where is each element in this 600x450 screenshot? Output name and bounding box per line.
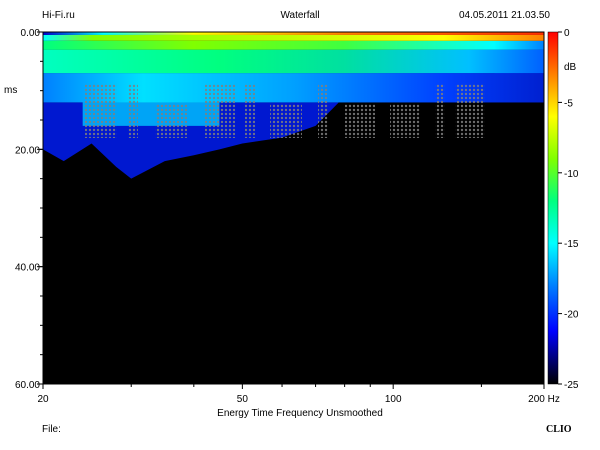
- x-tick-label: 50: [237, 394, 249, 405]
- watermark-glyph: [205, 84, 235, 138]
- energy-band-2: [43, 34, 544, 41]
- watermark-glyph: [318, 84, 328, 138]
- colorbar-tick-label: -20: [564, 310, 579, 321]
- clio-logo: CLIO: [546, 424, 572, 435]
- x-tick-label: 200 Hz: [528, 394, 560, 405]
- energy-band-1: [43, 32, 544, 35]
- y-tick-label: 0.00: [21, 28, 41, 39]
- energy-band-3: [43, 40, 544, 50]
- colorbar-tick-label: -5: [564, 98, 573, 109]
- x-tick-label: 100: [385, 394, 402, 405]
- watermark-glyph: [85, 84, 117, 138]
- x-tick-label: 20: [37, 394, 49, 405]
- header-timestamp: 04.05.2011 21.03.50: [458, 10, 550, 21]
- watermark-glyph: [435, 84, 445, 138]
- colorbar-tick-label: 0: [564, 28, 570, 39]
- colorbar-tick-label: -15: [564, 239, 579, 250]
- x-axis-label: Energy Time Frequency Unsmoothed: [217, 408, 383, 419]
- header-chart-title: Waterfall: [280, 10, 320, 21]
- watermark-glyph: [390, 104, 420, 138]
- energy-band-4: [43, 49, 544, 74]
- header-app-name: Hi-Fi.ru: [42, 10, 75, 21]
- watermark-logo: [85, 84, 485, 138]
- file-label: File:: [42, 424, 61, 435]
- colorbar: [547, 31, 559, 385]
- y-tick-label: 20.00: [15, 145, 40, 156]
- colorbar-ticks: 0 -5 -10 -15 -20 -25: [558, 28, 579, 391]
- y-tick-label: 40.00: [15, 263, 40, 274]
- x-axis: 20 50 100 200 Hz: [37, 384, 560, 405]
- watermark-glyph: [245, 84, 255, 138]
- y-tick-label: 60.00: [15, 380, 40, 391]
- watermark-glyph: [270, 104, 302, 138]
- y-axis-unit: ms: [4, 85, 17, 96]
- y-axis: 0.00 20.00 40.00 60.00: [15, 28, 43, 391]
- watermark-glyph: [128, 84, 138, 138]
- colorbar-tick-label: -10: [564, 169, 579, 180]
- watermark-glyph: [155, 104, 187, 138]
- watermark-glyph: [345, 104, 375, 138]
- watermark-glyph: [455, 84, 485, 138]
- colorbar-tick-label: -25: [564, 380, 579, 391]
- colorbar-unit: dB: [564, 62, 577, 73]
